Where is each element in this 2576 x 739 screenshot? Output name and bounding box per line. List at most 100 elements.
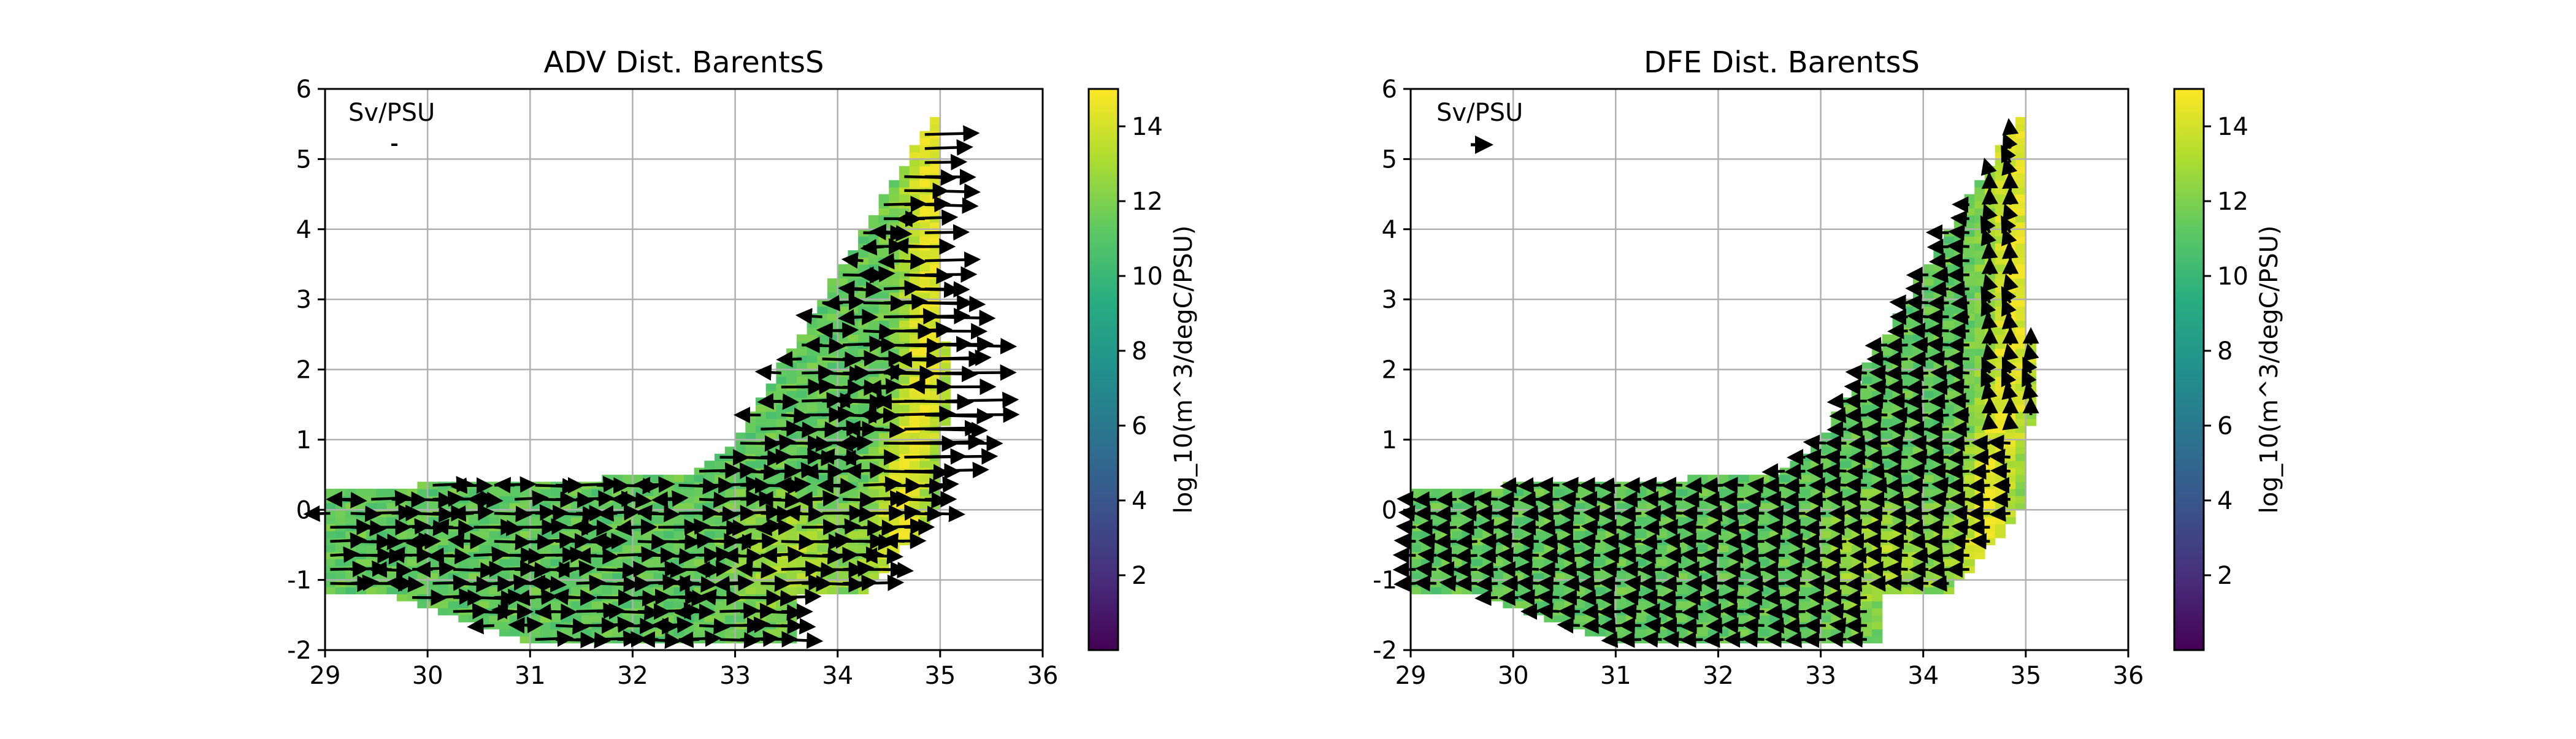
- heatmap-cell: [786, 615, 797, 622]
- quiver-arrow: [1848, 372, 1867, 373]
- heatmap-cell: [1452, 559, 1462, 566]
- heatmap-cell: [1965, 348, 1975, 356]
- quiver-arrow: [1662, 611, 1682, 612]
- heatmap-cell: [1431, 587, 1441, 594]
- heatmap-cell: [786, 587, 797, 594]
- quiver-arrow: [1972, 541, 1990, 542]
- quiver-key-label: Sv/PSU: [348, 99, 435, 127]
- heatmap-cell: [2015, 432, 2026, 440]
- heatmap-cell: [2015, 377, 2026, 384]
- heatmap-cell: [1687, 615, 1698, 622]
- heatmap-cell: [797, 334, 807, 342]
- heatmap-cell: [643, 559, 653, 566]
- heatmap-cell: [1780, 559, 1790, 566]
- heatmap-cell: [1780, 601, 1790, 608]
- heatmap-cell: [499, 587, 510, 594]
- heatmap-cell: [776, 615, 786, 622]
- heatmap-cell: [1616, 559, 1626, 566]
- heatmap-cell: [848, 517, 858, 524]
- heatmap-cell: [899, 461, 910, 468]
- heatmap-cell: [1800, 489, 1811, 496]
- heatmap-cell: [786, 405, 797, 412]
- heatmap-cell: [581, 559, 592, 566]
- heatmap-cell: [643, 475, 653, 482]
- heatmap-cell: [1595, 531, 1606, 538]
- heatmap-cell: [1995, 271, 2006, 278]
- heatmap-cell: [458, 545, 469, 552]
- heatmap-cell: [1861, 615, 1872, 622]
- heatmap-cell: [1698, 531, 1708, 538]
- heatmap-cell: [1534, 489, 1544, 496]
- quiver-arrow: [1888, 485, 1907, 486]
- y-tick-label: 6: [1382, 75, 1397, 104]
- colorbar-tick-label: 2: [2217, 562, 2233, 590]
- heatmap-cell: [356, 531, 366, 538]
- heatmap-cell: [684, 489, 694, 496]
- heatmap-cell: [1882, 559, 1893, 566]
- quiver-arrow: [1785, 611, 1805, 612]
- heatmap-cell: [827, 517, 838, 524]
- heatmap-cell: [848, 475, 858, 482]
- heatmap-cell: [664, 489, 674, 496]
- quiver-arrow: [925, 317, 993, 318]
- heatmap-cell: [1923, 461, 1934, 468]
- heatmap-cell: [1872, 489, 1882, 496]
- heatmap-cell: [356, 545, 366, 552]
- heatmap-cell: [930, 250, 940, 258]
- heatmap-cell: [1749, 545, 1760, 552]
- heatmap-cell: [1565, 517, 1575, 524]
- heatmap-cell: [848, 432, 858, 440]
- quiver-arrow: [1442, 583, 1457, 584]
- quiver-arrow: [1707, 527, 1723, 528]
- heatmap-cell: [899, 446, 910, 454]
- heatmap-cell: [1954, 461, 1965, 468]
- quiver-arrow: [1867, 443, 1887, 444]
- heatmap-cell: [879, 405, 889, 412]
- heatmap-cell: [838, 475, 848, 482]
- quiver-arrow: [1909, 527, 1928, 529]
- heatmap-cell: [848, 320, 858, 327]
- heatmap-cell: [612, 517, 623, 524]
- heatmap-cell: [632, 489, 643, 496]
- heatmap-cell: [694, 517, 705, 524]
- heatmap-cell: [930, 391, 940, 398]
- heatmap-cell: [1831, 419, 1841, 426]
- heatmap-cell: [397, 531, 407, 538]
- quiver-arrow: [1600, 499, 1620, 500]
- quiver-arrow: [1988, 416, 1990, 429]
- heatmap-cell: [766, 545, 776, 552]
- heatmap-cell: [1708, 489, 1719, 496]
- quiver-arrow: [1827, 484, 1846, 486]
- quiver-arrow: [1811, 583, 1826, 584]
- heatmap-cell: [868, 461, 879, 468]
- heatmap-cell: [1893, 461, 1903, 468]
- heatmap-cell: [838, 489, 848, 496]
- heatmap-cell: [1923, 517, 1934, 524]
- quiver-arrow: [895, 245, 925, 247]
- x-tick-label: 35: [924, 662, 956, 690]
- heatmap-cell: [571, 489, 581, 496]
- heatmap-cell: [561, 601, 571, 608]
- heatmap-cell: [1626, 531, 1636, 538]
- heatmap-cell: [1985, 517, 1995, 524]
- heatmap-cell: [612, 601, 623, 608]
- heatmap-cell: [766, 587, 776, 594]
- heatmap-cell: [889, 264, 899, 272]
- heatmap-cell: [817, 405, 827, 412]
- heatmap-cell: [1974, 201, 1985, 209]
- heatmap-cell: [1769, 615, 1780, 622]
- heatmap-cell: [899, 194, 910, 202]
- heatmap-cell: [715, 475, 725, 482]
- heatmap-cell: [899, 517, 910, 524]
- heatmap-cell: [1780, 587, 1790, 594]
- heatmap-cell: [335, 531, 346, 538]
- quiver-arrow: [1682, 540, 1703, 542]
- heatmap-cell: [919, 348, 930, 356]
- heatmap-cell: [1913, 432, 1923, 440]
- heatmap-cell: [756, 545, 766, 552]
- heatmap-cell: [1574, 559, 1585, 566]
- heatmap-cell: [879, 264, 889, 272]
- heatmap-cell: [1718, 531, 1728, 538]
- heatmap-cell: [889, 208, 899, 215]
- heatmap-cell: [623, 531, 633, 538]
